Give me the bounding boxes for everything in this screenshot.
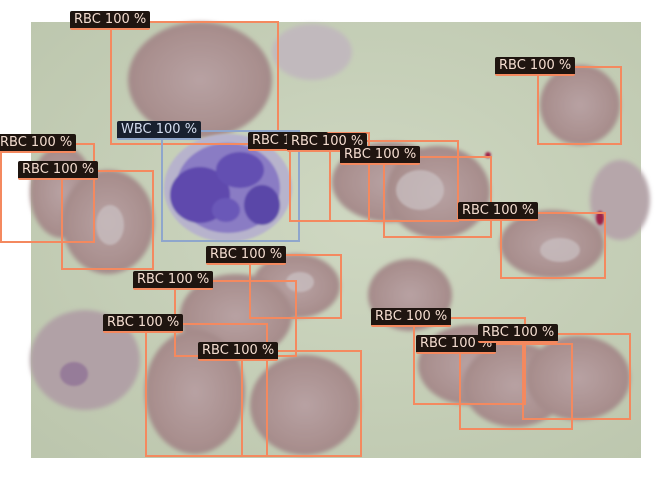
rbc-bounding-box	[61, 170, 154, 270]
rbc-label: RBC 100 %	[206, 246, 287, 265]
rbc-label: RBC 100 %	[340, 146, 421, 165]
wbc-cell	[164, 134, 292, 242]
rbc-label: RBC 100 %	[495, 57, 576, 76]
rbc-label: RBC 100 %	[70, 11, 151, 30]
rbc-bounding-box	[145, 323, 268, 457]
wbc-bounding-box	[161, 130, 300, 242]
rbc-label: RBC 100 %	[198, 342, 279, 361]
rbc-label: RBC 100 %	[0, 134, 77, 153]
rbc-bounding-box	[413, 317, 526, 405]
rbc-label: RBC 100 %	[103, 314, 184, 333]
rbc-bounding-box	[241, 350, 362, 457]
rbc-bounding-box	[537, 66, 622, 145]
rbc-label: RBC 100 %	[133, 271, 214, 290]
rbc-bounding-box	[383, 156, 492, 238]
rbc-label: RBC 100 %	[478, 324, 559, 343]
rbc-bounding-box	[522, 333, 631, 420]
rbc-label: RBC 100 %	[458, 202, 539, 221]
wbc-label: WBC 100 %	[117, 121, 202, 140]
rbc-label: RBC 100 %	[416, 335, 497, 354]
rbc-label: RBC 100 %	[18, 161, 99, 180]
rbc-bounding-box	[459, 343, 573, 430]
rbc-bounding-box	[329, 140, 459, 222]
rbc-bounding-box	[110, 21, 279, 145]
rbc-bounding-box	[500, 212, 606, 279]
rbc-label: RBC 100 %	[371, 308, 452, 327]
